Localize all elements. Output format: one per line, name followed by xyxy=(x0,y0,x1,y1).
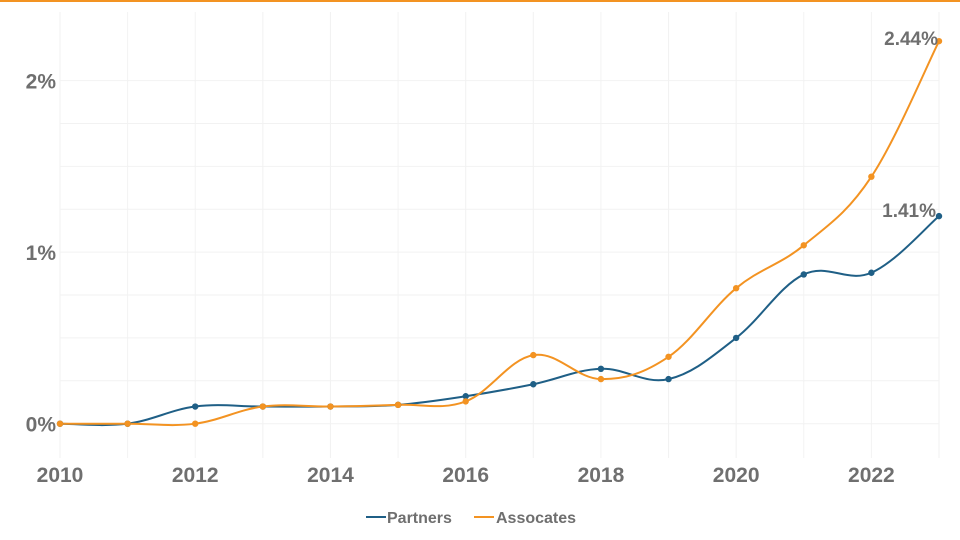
series-line-partners xyxy=(59,215,940,427)
data-point-assocates xyxy=(868,173,875,180)
data-point-assocates xyxy=(259,403,267,410)
data-point-assocates xyxy=(530,351,537,359)
data-point-partners xyxy=(462,393,469,400)
data-point-assocates xyxy=(665,353,672,360)
legend-label-partners: Partners xyxy=(387,510,452,527)
x-tick-label: 2010 xyxy=(37,464,84,487)
data-point-assocates xyxy=(732,284,740,292)
y-axis-ticks: 0% 1% 2% xyxy=(26,71,57,437)
x-tick-label: 2022 xyxy=(848,464,895,487)
x-tick-label: 2020 xyxy=(713,464,760,487)
y-tick-label: 2% xyxy=(26,71,57,94)
data-point-partners xyxy=(192,403,199,410)
data-point-partners xyxy=(868,269,875,276)
x-tick-label: 2014 xyxy=(307,464,354,487)
end-label-associates: 2.44% xyxy=(884,29,938,50)
data-point-partners xyxy=(665,375,672,383)
x-axis-ticks: 2010 2012 2014 2016 2018 2020 2022 xyxy=(37,464,895,487)
data-point-assocates xyxy=(192,420,199,427)
data-point-partners xyxy=(530,381,537,388)
series-line-assocates xyxy=(59,40,940,427)
legend-label-associates: Assocates xyxy=(496,510,576,527)
data-point-assocates xyxy=(935,37,943,45)
legend: Partners Assocates xyxy=(366,510,576,527)
grid xyxy=(59,12,940,458)
data-point-partners xyxy=(935,212,943,220)
data-point-assocates xyxy=(597,375,605,383)
data-point-assocates xyxy=(327,403,334,410)
x-tick-label: 2012 xyxy=(172,464,219,487)
x-tick-label: 2018 xyxy=(578,464,625,487)
data-point-assocates xyxy=(462,398,469,405)
x-tick-label: 2016 xyxy=(442,464,489,487)
data-point-partners xyxy=(597,365,605,372)
data-point-assocates xyxy=(124,420,131,427)
data-point-assocates xyxy=(394,401,402,409)
data-point-assocates xyxy=(56,420,64,427)
series-points xyxy=(56,37,943,427)
end-label-partners: 1.41% xyxy=(882,201,936,222)
y-tick-label: 0% xyxy=(26,414,57,437)
y-tick-label: 1% xyxy=(26,242,57,265)
series-lines xyxy=(59,40,940,427)
data-point-partners xyxy=(800,271,807,278)
data-point-partners xyxy=(732,334,740,342)
data-point-assocates xyxy=(800,242,807,249)
